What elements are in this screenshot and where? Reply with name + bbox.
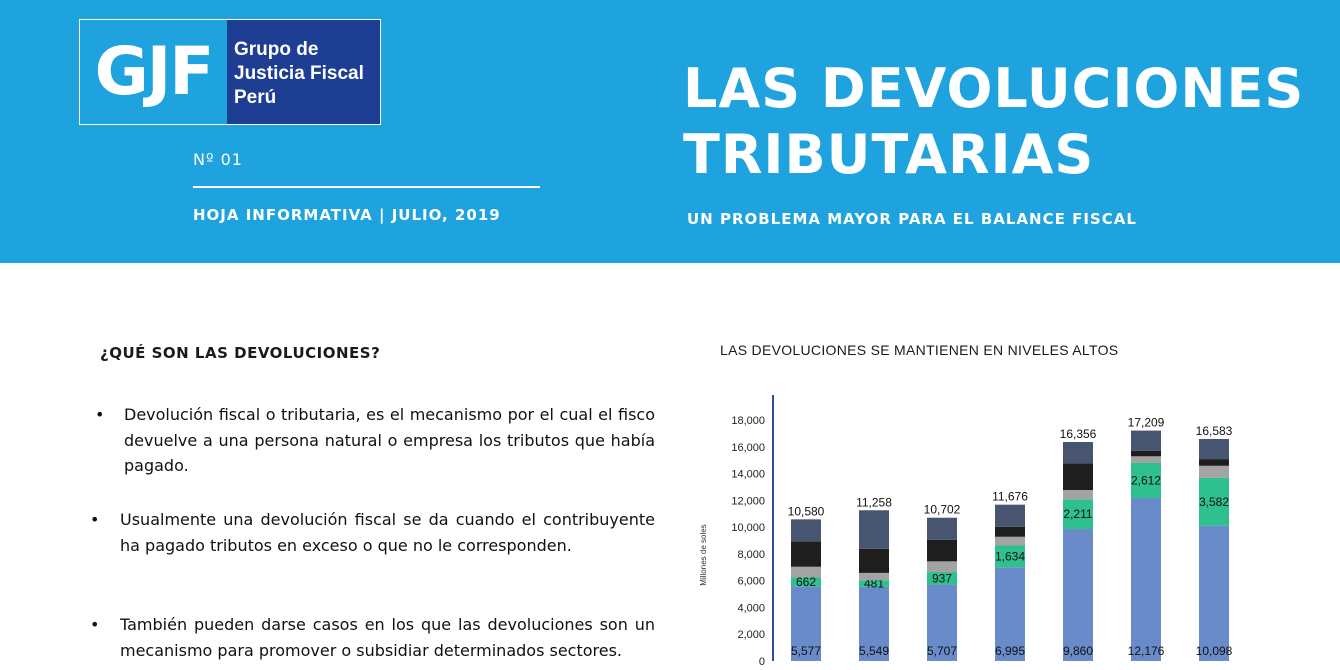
y-tick-label: 16,000 bbox=[731, 442, 765, 454]
bar-segment bbox=[791, 566, 821, 578]
page-subtitle: UN PROBLEMA MAYOR PARA EL BALANCE FISCAL bbox=[687, 210, 1137, 228]
y-tick-label: 6,000 bbox=[737, 576, 765, 588]
y-tick-label: 4,000 bbox=[737, 602, 765, 614]
page-title: LAS DEVOLUCIONES TRIBUTARIAS bbox=[683, 56, 1323, 188]
bar-value-label: 9,860 bbox=[1063, 644, 1093, 658]
bullet-text: También pueden darse casos en los que la… bbox=[120, 615, 655, 660]
bullet-item: • También pueden darse casos en los que … bbox=[90, 612, 655, 663]
bar-value-label: 5,707 bbox=[927, 644, 957, 658]
bar-segment bbox=[791, 541, 821, 567]
chart-title: LAS DEVOLUCIONES SE MANTIENEN EN NIVELES… bbox=[720, 342, 1119, 358]
logo: GJF Grupo de Justicia Fiscal Perú bbox=[79, 19, 381, 125]
sheet-type-and-date: HOJA INFORMATIVA | JULIO, 2019 bbox=[193, 206, 501, 224]
bar-segment bbox=[995, 504, 1025, 527]
bar-total-label: 16,583 bbox=[1196, 424, 1233, 438]
section-heading: ¿QUÉ SON LAS DEVOLUCIONES? bbox=[100, 344, 381, 362]
bar-segment bbox=[995, 567, 1025, 661]
y-tick-label: 10,000 bbox=[731, 522, 765, 534]
bar-value-label: 662 bbox=[796, 575, 816, 589]
bar-total-label: 16,356 bbox=[1060, 427, 1097, 441]
logo-name-line: Justicia Fiscal bbox=[234, 63, 364, 84]
bar-segment bbox=[791, 577, 821, 587]
stacked-bar-chart: Millones de soles 0 2,000 4,000 6,000 8,000 10… bbox=[699, 395, 1233, 668]
bar-value-label: 2,612 bbox=[1131, 473, 1161, 487]
bar-value-label: 5,577 bbox=[791, 644, 821, 658]
bar-segment bbox=[1131, 456, 1161, 464]
bar-segment bbox=[1063, 499, 1093, 529]
logo-mark: GJF bbox=[94, 33, 215, 110]
bullet-text: Usualmente una devolución fiscal se da c… bbox=[120, 510, 655, 555]
bullet-dot-icon: • bbox=[95, 405, 105, 424]
y-tick-label: 0 bbox=[759, 656, 765, 668]
bar-value-label: 937 bbox=[932, 571, 952, 585]
bar-segment bbox=[1131, 450, 1161, 457]
logo-organization-name: Grupo de Justicia Fiscal Perú bbox=[227, 20, 380, 124]
header-banner: GJF Grupo de Justicia Fiscal Perú Nº 01 … bbox=[0, 0, 1340, 263]
bar-value-label: 5,549 bbox=[859, 644, 889, 658]
bar-value-label: 12,176 bbox=[1128, 644, 1165, 658]
header-divider bbox=[193, 186, 540, 188]
y-tick-label: 2,000 bbox=[737, 629, 765, 641]
bar-value-label: 3,582 bbox=[1199, 495, 1229, 509]
bar-segment bbox=[995, 545, 1025, 568]
bar-segment bbox=[927, 539, 957, 562]
bar-segment bbox=[1131, 430, 1161, 451]
bar-segment bbox=[1131, 463, 1161, 498]
bar-segment bbox=[1131, 497, 1161, 661]
bar-segment bbox=[927, 584, 957, 661]
bar-value-label: 2,211 bbox=[1063, 507, 1092, 521]
logo-name-line: Perú bbox=[234, 87, 277, 108]
bar-segment bbox=[995, 536, 1025, 546]
bar-total-label: 11,258 bbox=[856, 495, 892, 509]
bar-value-label: 6,995 bbox=[995, 644, 1025, 658]
bar-total-label: 17,209 bbox=[1128, 416, 1165, 430]
bar-segment bbox=[1199, 525, 1229, 661]
bullet-item: • Usualmente una devolución fiscal se da… bbox=[90, 507, 655, 558]
bar-segment bbox=[1199, 477, 1229, 526]
y-tick-label: 12,000 bbox=[731, 495, 765, 507]
page-title-line: TRIBUTARIAS bbox=[683, 123, 1095, 186]
bar-segment bbox=[1063, 442, 1093, 464]
page-title-line: LAS DEVOLUCIONES bbox=[683, 57, 1305, 120]
bar-segment bbox=[1199, 459, 1229, 466]
y-axis-label: Millones de soles bbox=[699, 524, 708, 585]
bullet-text: Devolución fiscal o tributaria, es el me… bbox=[124, 405, 655, 475]
issue-number: Nº 01 bbox=[193, 150, 243, 169]
bar-segment bbox=[1063, 528, 1093, 661]
logo-name-line: Grupo de bbox=[234, 39, 319, 60]
bar-value-label: 10,098 bbox=[1196, 644, 1233, 658]
bar-value-label: 1,634 bbox=[995, 549, 1025, 563]
bar-segment bbox=[927, 572, 957, 585]
bar-segment bbox=[859, 586, 889, 661]
bullet-dot-icon: • bbox=[90, 510, 100, 529]
bar-segment bbox=[927, 517, 957, 540]
bar-segment bbox=[1063, 490, 1093, 500]
bar-segment bbox=[1199, 438, 1229, 460]
bar-segment bbox=[859, 580, 889, 587]
bar-segment bbox=[927, 561, 957, 573]
bar-segment bbox=[859, 572, 889, 581]
bar-segment bbox=[995, 526, 1025, 537]
bar-segment bbox=[859, 548, 889, 573]
y-tick-label: 18,000 bbox=[731, 415, 765, 427]
bar-total-label: 10,702 bbox=[924, 503, 961, 517]
bar-segment bbox=[859, 510, 889, 549]
y-tick-label: 14,000 bbox=[731, 469, 765, 481]
bar-segment bbox=[791, 586, 821, 661]
bullet-item: • Devolución fiscal o tributaria, es el … bbox=[90, 402, 655, 479]
bar-total-label: 10,580 bbox=[788, 504, 825, 518]
bar-total-label: 11,676 bbox=[992, 490, 1028, 504]
bullet-dot-icon: • bbox=[90, 615, 100, 634]
bar-segment bbox=[1063, 463, 1093, 491]
bar-segment bbox=[791, 519, 821, 542]
y-tick-label: 8,000 bbox=[737, 549, 765, 561]
bar-segment bbox=[1199, 465, 1229, 478]
